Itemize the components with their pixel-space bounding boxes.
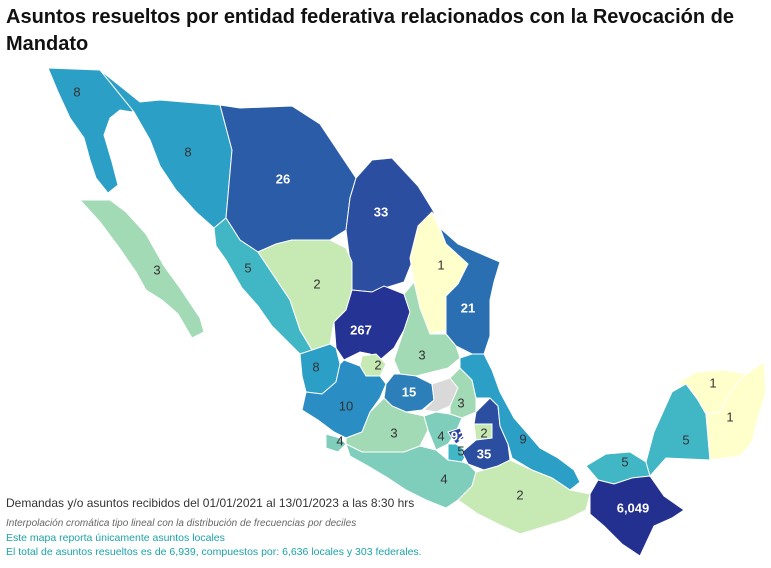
label-nuevo-leon: 1 xyxy=(437,257,444,272)
label-estado-de-mexico: 4 xyxy=(437,428,444,443)
label-sinaloa: 5 xyxy=(244,260,251,275)
footer-method: Interpolación cromática tipo lineal con … xyxy=(6,518,357,529)
label-puebla: 35 xyxy=(477,446,491,461)
state-oaxaca[interactable] xyxy=(457,459,591,535)
label-michoacan: 3 xyxy=(390,425,397,440)
state-quintana-roo[interactable] xyxy=(705,361,767,461)
label-baja-california: 8 xyxy=(73,84,80,99)
label-colima: 4 xyxy=(336,433,343,448)
label-chiapas: 6,049 xyxy=(617,500,650,515)
label-sonora: 8 xyxy=(184,144,191,159)
state-colima[interactable] xyxy=(325,433,347,453)
state-san-luis-potosi[interactable] xyxy=(393,280,461,377)
label-guanajuato: 15 xyxy=(402,384,416,399)
label-zacatecas: 267 xyxy=(350,322,372,337)
label-coahuila: 33 xyxy=(374,204,388,219)
label-hidalgo: 3 xyxy=(457,395,464,410)
state-chiapas[interactable] xyxy=(589,475,685,557)
state-cdmx[interactable] xyxy=(447,427,465,445)
label-durango: 2 xyxy=(313,276,320,291)
label-veracruz: 9 xyxy=(519,431,526,446)
label-morelos: 5 xyxy=(457,443,464,458)
label-oaxaca: 2 xyxy=(516,487,523,502)
label-cdmx: 92 xyxy=(451,428,465,443)
label-aguascalientes: 2 xyxy=(374,357,381,372)
label-san-luis-potosi: 3 xyxy=(418,347,425,362)
label-chihuahua: 26 xyxy=(276,171,290,186)
label-nayarit: 8 xyxy=(312,359,319,374)
label-tlaxcala: 2 xyxy=(480,425,487,440)
label-tamaulipas: 21 xyxy=(461,300,475,315)
state-baja-california-sur[interactable] xyxy=(78,199,205,339)
label-baja-california-sur: 3 xyxy=(153,262,160,277)
map-title: Asuntos resueltos por entidad federativa… xyxy=(6,6,734,55)
state-zacatecas[interactable] xyxy=(333,285,411,361)
label-campeche: 5 xyxy=(682,432,689,447)
label-guerrero: 4 xyxy=(440,471,447,486)
footer-period: Demandas y/o asuntos recibidos del 01/01… xyxy=(6,496,415,510)
state-sonora[interactable] xyxy=(99,69,233,229)
footer-total: El total de asuntos resueltos es de 6,93… xyxy=(6,546,422,558)
label-jalisco: 10 xyxy=(339,398,353,413)
state-baja-california[interactable] xyxy=(47,67,141,194)
footer-scope: Este mapa reporta únicamente asuntos loc… xyxy=(6,532,225,544)
label-tabasco: 5 xyxy=(621,454,628,469)
label-quintana-roo: 1 xyxy=(726,409,733,424)
label-yucatan: 1 xyxy=(709,375,716,390)
